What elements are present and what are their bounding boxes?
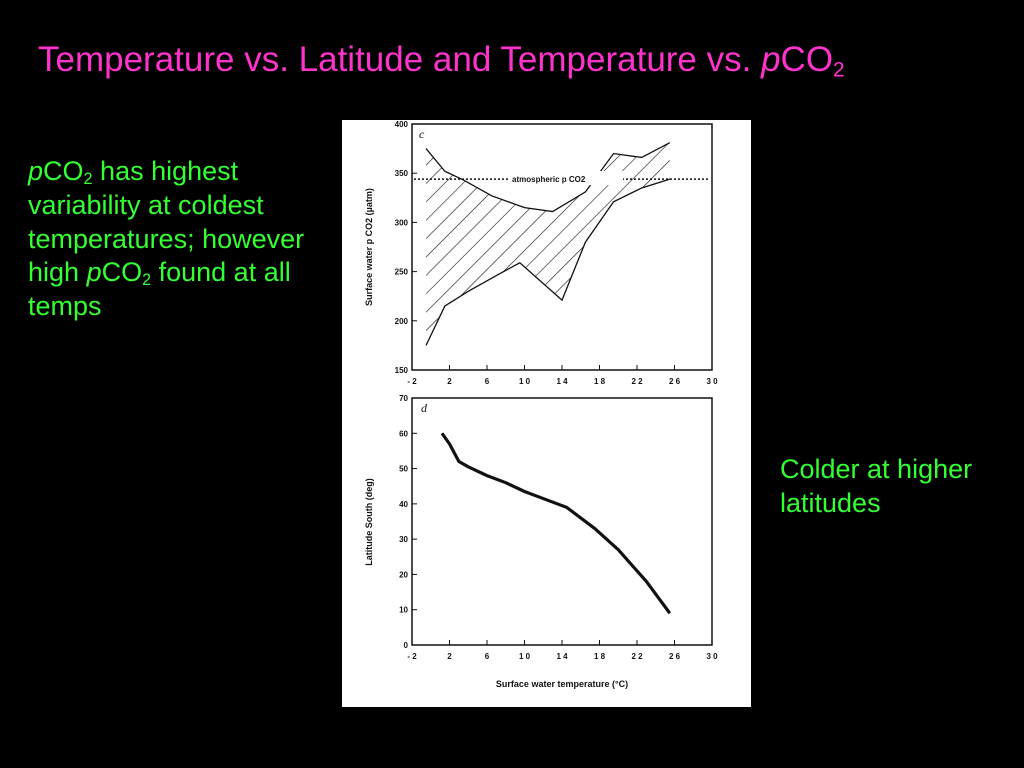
y-tick-label-c: 400 <box>395 120 409 129</box>
y-tick-label-c: 200 <box>395 317 409 326</box>
y-axis-label-c: Surface water p CO2 (µatm) <box>364 188 374 306</box>
x-tick-label-c: 2 2 <box>631 377 643 386</box>
x-tick-label-c: 2 6 <box>669 377 681 386</box>
y-tick-label-d: 60 <box>399 429 408 438</box>
x-tick-label-c: 1 8 <box>594 377 606 386</box>
chart-pco2-vs-temperature: atmospheric p CO2 c 150 200 250 300 350 400 -… <box>364 120 718 386</box>
atmospheric-label-bg <box>509 171 623 186</box>
figure-panel: atmospheric p CO2 c 150 200 250 300 350 400 -… <box>342 120 751 707</box>
note-colder-latitudes: Colder at higher latitudes <box>780 454 973 518</box>
x-tick-label-d: 6 <box>485 652 490 661</box>
note-text-2: found at all temps <box>28 257 291 321</box>
note-sub-1: 2 <box>83 170 93 189</box>
note-sub-2: 2 <box>142 271 152 290</box>
y-tick-label-d: 50 <box>399 465 408 474</box>
x-tick-label-c: 1 0 <box>519 377 531 386</box>
y-tick-label-c: 150 <box>395 366 409 375</box>
y-tick-label-d: 20 <box>399 570 408 579</box>
x-tick-label-c: 6 <box>485 377 490 386</box>
note-text-1: has highest variability at coldest tempe… <box>28 156 305 288</box>
title-co: CO <box>780 40 834 79</box>
y-tick-label-c: 350 <box>395 169 409 178</box>
panel-label-d: d <box>421 401 428 415</box>
x-tick-label-d: 1 8 <box>594 652 606 661</box>
x-tick-label-d: 1 4 <box>556 652 568 661</box>
x-ticks-c: - 2 2 6 1 0 1 4 1 8 2 2 2 6 3 0 <box>407 365 718 386</box>
y-ticks-c: 150 200 250 300 350 400 <box>395 120 417 375</box>
note-p-2: p <box>86 257 102 288</box>
x-axis-label-d: Surface water temperature (°C) <box>496 679 628 689</box>
note-p-1: p <box>28 156 44 186</box>
x-tick-label-c: - 2 <box>407 377 417 386</box>
slide-title: Temperature vs. Latitude and Temperature… <box>38 40 845 80</box>
note-co-1: CO <box>43 156 84 186</box>
x-tick-label-d: 2 6 <box>669 652 681 661</box>
atmospheric-label-text: atmospheric p CO2 <box>512 175 586 184</box>
x-tick-label-d: 2 <box>447 652 452 661</box>
pco2-upper-line <box>425 142 671 213</box>
note-co-2: CO <box>101 257 143 288</box>
atmospheric-pco2-label: atmospheric p CO2 <box>509 171 623 186</box>
panel-label-c: c <box>419 127 425 141</box>
x-ticks-d: - 2 2 6 1 0 1 4 1 8 2 2 2 6 3 0 <box>407 640 718 661</box>
y-tick-label-d: 10 <box>399 606 408 615</box>
y-tick-label-d: 40 <box>399 500 408 509</box>
title-text: Temperature vs. Latitude and Temperature… <box>38 40 762 79</box>
x-tick-label-d: 2 2 <box>631 652 643 661</box>
y-ticks-d: 0 10 20 30 40 50 60 70 <box>399 394 417 650</box>
title-p: p <box>761 40 781 79</box>
y-axis-label-d: Latitude South (deg) <box>364 478 374 566</box>
y-tick-label-d: 70 <box>399 394 408 403</box>
x-tick-label-d: 3 0 <box>706 652 718 661</box>
x-tick-label-c: 3 0 <box>706 377 718 386</box>
latitude-temperature-line <box>440 432 672 615</box>
pco2-lower-line <box>425 178 671 346</box>
x-tick-label-c: 2 <box>447 377 452 386</box>
y-tick-label-d: 0 <box>404 641 409 650</box>
title-sub: 2 <box>833 58 845 82</box>
x-tick-label-d: - 2 <box>407 652 417 661</box>
y-tick-label-c: 250 <box>395 268 409 277</box>
note-pco2-variability: pCO2 has highest variability at coldest … <box>28 155 338 324</box>
y-tick-label-d: 30 <box>399 535 408 544</box>
x-tick-label-c: 1 4 <box>556 377 568 386</box>
x-tick-label-d: 1 0 <box>519 652 531 661</box>
y-tick-label-c: 300 <box>395 218 409 227</box>
